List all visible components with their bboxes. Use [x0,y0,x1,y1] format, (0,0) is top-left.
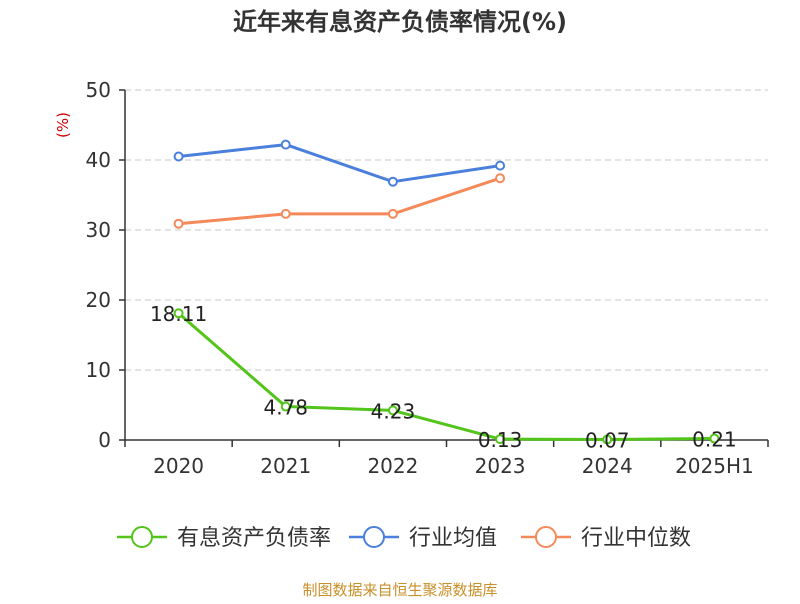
legend-label: 行业中位数 [581,526,691,551]
series-layer [173,139,720,445]
legend-marker [131,526,153,548]
data-point [602,434,613,445]
data-labels: 18.11 4.78 4.23 0.13 0.07 0.21 [150,302,737,452]
data-point [387,208,398,219]
data-point [173,151,184,162]
data-point [387,176,398,187]
data-point [280,401,291,412]
y-axis-label: (%) [54,112,72,138]
y-tick-label: 10 [86,358,111,382]
legend-item[interactable]: 行业均值 [349,526,497,551]
data-point [173,218,184,229]
data-label: 18.11 [150,302,207,326]
legend-marker [535,526,557,548]
data-point [495,173,506,184]
y-tick-label: 0 [98,428,111,452]
x-tick-label: 2023 [475,454,526,478]
legend-item[interactable]: 行业中位数 [521,526,691,551]
chart-title: 近年来有息资产负债率情况(%) [233,8,567,36]
x-tick-label: 2021 [260,454,311,478]
data-point [280,139,291,150]
data-label: 0.21 [692,428,737,452]
axes: 0 10 20 30 40 50 2020 2021 2022 2023 2024 2025H1 [86,78,769,478]
legend-marker [363,526,385,548]
data-label: 0.13 [478,428,523,452]
data-point [173,308,184,319]
data-point [709,433,720,444]
y-tick-label: 20 [86,288,111,312]
x-tick-label: 2022 [367,454,418,478]
data-point [387,405,398,416]
data-point [495,160,506,171]
x-tick-label: 2025H1 [675,454,754,478]
x-tick-label: 2024 [582,454,633,478]
y-tick-label: 30 [86,218,111,242]
legend-item[interactable]: 有息资产负债率 [117,526,331,551]
legend: 有息资产负债率 行业均值 行业中位数 [117,526,691,551]
grid-lines [125,89,768,371]
data-label: 4.23 [371,399,416,423]
series-line [178,176,501,226]
data-point [280,208,291,219]
legend-label: 行业均值 [409,526,497,551]
y-tick-label: 40 [86,148,111,172]
data-label: 0.07 [585,429,630,453]
series-line [178,143,501,184]
legend-label: 有息资产负债率 [177,526,331,551]
data-label: 4.78 [263,396,308,420]
y-tick-label: 50 [86,78,111,102]
x-tick-label: 2020 [153,454,204,478]
source-note: 制图数据来自恒生聚源数据库 [302,581,497,599]
data-point [495,434,506,445]
series-line [177,312,715,442]
